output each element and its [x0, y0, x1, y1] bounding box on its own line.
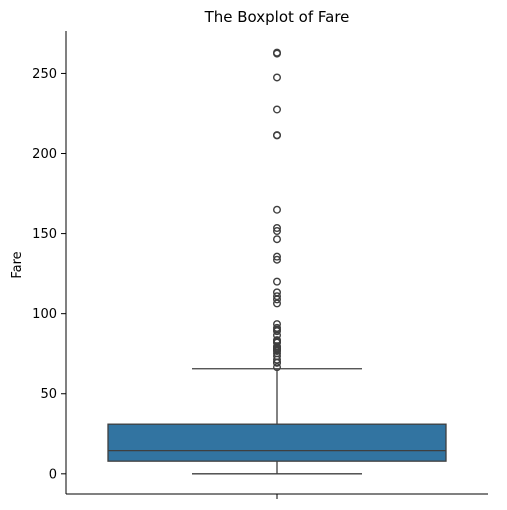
- outlier-point: [273, 277, 282, 286]
- outlier-point: [273, 255, 282, 264]
- outlier-point: [273, 363, 282, 372]
- outlier-point: [273, 331, 282, 340]
- outlier-point: [273, 227, 282, 236]
- outlier-point: [273, 252, 282, 261]
- y-tick-label: 250: [32, 67, 57, 82]
- outlier-point: [273, 105, 282, 114]
- y-tick-label: 50: [40, 387, 57, 402]
- y-axis-title: Fare: [10, 251, 25, 278]
- outlier-point: [273, 320, 282, 329]
- y-tick-label: 150: [32, 227, 57, 242]
- outlier-point: [273, 73, 282, 82]
- outlier-point: [273, 223, 282, 232]
- outlier-point: [273, 48, 282, 57]
- chart-title: The Boxplot of Fare: [204, 8, 350, 26]
- outlier-point: [273, 205, 282, 214]
- plot-area: 0 50 100 150 200 250: [32, 31, 488, 499]
- y-tick-label: 200: [32, 147, 57, 162]
- outlier-point: [273, 288, 282, 297]
- outlier-point: [273, 131, 282, 140]
- y-tick-label: 0: [49, 467, 57, 482]
- iqr-box: [107, 423, 447, 462]
- y-tick-label: 100: [32, 307, 57, 322]
- outlier-point: [273, 336, 282, 345]
- outlier-point: [273, 323, 282, 332]
- outlier-point: [273, 292, 282, 301]
- outlier-point: [273, 235, 282, 244]
